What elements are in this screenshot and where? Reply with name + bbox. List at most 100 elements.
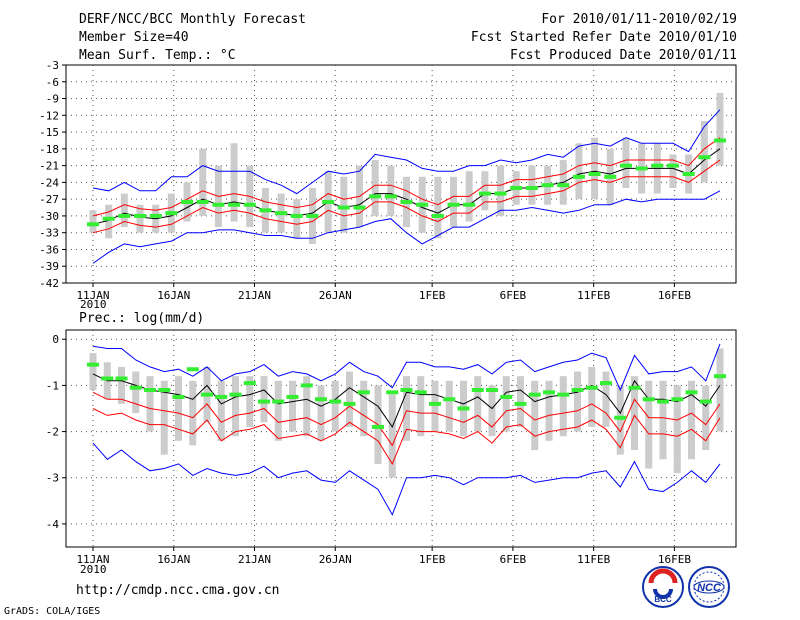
prec-member-range-box <box>189 380 197 446</box>
temp-plot-area <box>87 92 726 264</box>
temp-member-range-box <box>434 176 442 239</box>
temp-member-range-box <box>716 92 724 166</box>
temp-observed-mark <box>134 213 147 218</box>
temp-member-range-box <box>199 148 207 216</box>
prec-x-tick-label: 1FEB <box>419 553 446 566</box>
source-url: http://cmdp.ncc.cma.gov.cn <box>76 583 280 598</box>
prec-observed-mark <box>443 397 456 402</box>
prec-plot-area <box>87 343 726 516</box>
temp-member-range-box <box>450 176 458 228</box>
prec-observed-mark <box>685 390 698 395</box>
prec-member-range-box <box>631 376 638 451</box>
prec-observed-mark <box>528 392 541 397</box>
temp-observed-mark <box>463 202 476 207</box>
temp-year-label: 2010 <box>80 298 107 311</box>
ncc-logo: NCC <box>688 566 730 608</box>
prec-x-tick-label: 11FEB <box>577 553 610 566</box>
temp-observed-mark <box>337 205 350 210</box>
temp-observed-mark <box>619 163 632 168</box>
temp-member-range-box <box>700 120 708 183</box>
temp-y-tick-label: -36 <box>39 243 59 256</box>
temp-observed-mark <box>431 213 444 218</box>
temp-member-range-box <box>497 165 505 216</box>
prec-observed-mark <box>414 390 427 395</box>
prec-observed-mark <box>201 392 213 397</box>
prec-observed-mark <box>457 406 470 411</box>
prec-member-range-box <box>132 371 140 414</box>
started-refer-date-label: Fcst Started Refer Date 2010/01/10 <box>470 30 737 45</box>
temp-member-range-box <box>89 210 97 233</box>
prec-observed-mark <box>571 388 584 393</box>
temp-y-tick-label: -15 <box>39 126 59 139</box>
prec-observed-mark <box>642 397 655 402</box>
temp-y-tick-label: -24 <box>39 176 59 189</box>
prec-observed-mark <box>300 383 313 388</box>
temp-observed-mark <box>447 202 460 207</box>
temp-observed-mark <box>572 174 585 179</box>
prec-member-range-box <box>146 376 154 432</box>
prec-member-range-box <box>488 385 496 437</box>
precip-year-label: 2010 <box>80 563 107 576</box>
prec-observed-mark <box>657 399 669 404</box>
temp-observed-mark <box>588 172 601 176</box>
prec-member-range-box <box>160 380 168 455</box>
temp-observed-mark <box>353 205 366 210</box>
temp-member-range-box <box>371 160 379 216</box>
prec-observed-mark <box>115 376 128 381</box>
prec-member-range-box <box>659 380 667 460</box>
prec-member-range-box <box>403 376 410 441</box>
prec-member-range-box <box>360 380 368 437</box>
temp-member-range-box <box>481 171 489 211</box>
prec-observed-mark <box>372 424 384 429</box>
temp-observed-mark <box>306 213 319 218</box>
precipitation-panel: 0 -1 -2 -3 -4 11JAN 16JAN 21JAN 26JAN 1FEB 6FEB 11F… <box>46 329 737 566</box>
prec-line-ensemble-min <box>92 442 721 516</box>
temp-y-tick-label: -33 <box>39 227 59 240</box>
prec-line-lower-spread <box>92 408 721 465</box>
temp-line-lower-spread <box>92 159 721 234</box>
prec-x-tick-label: 6FEB <box>500 553 527 566</box>
temp-observed-mark <box>510 185 523 190</box>
prec-observed-mark <box>714 374 726 379</box>
variable-label: Mean Surf. Temp.: °C <box>79 48 236 63</box>
temp-observed-mark <box>118 213 131 218</box>
temp-y-tick-label: -21 <box>39 160 59 173</box>
prec-member-range-box <box>303 376 311 437</box>
prec-observed-mark <box>144 388 156 393</box>
prec-member-range-box <box>645 380 653 469</box>
temp-observed-mark <box>165 211 178 216</box>
prec-y-tick-label: -1 <box>46 379 59 392</box>
prec-member-range-box <box>616 385 624 455</box>
grads-credit: GrADS: COLA/IGES <box>4 606 101 617</box>
prec-member-range-box <box>431 380 439 432</box>
temp-member-range-box <box>591 137 599 200</box>
prec-observed-mark <box>243 381 256 386</box>
temp-observed-mark <box>651 163 664 168</box>
temp-y-tick-label: -18 <box>39 143 59 156</box>
temp-observed-mark <box>149 213 162 218</box>
precip-panel-title: Prec.: log(mm/d) <box>79 311 205 326</box>
temp-observed-mark <box>196 199 209 204</box>
temp-observed-mark <box>369 194 382 199</box>
temp-observed-mark <box>400 199 413 204</box>
prec-member-range-box <box>474 376 482 432</box>
prec-member-range-box <box>118 366 125 404</box>
prec-line-ensemble-mean <box>92 373 721 429</box>
prec-y-tick-label: -2 <box>46 426 59 439</box>
temp-x-tick-label: 11FEB <box>577 289 610 302</box>
temp-x-tick-label: 16JAN <box>157 289 190 302</box>
temp-member-range-box <box>622 137 630 188</box>
temp-member-range-box <box>340 176 348 233</box>
prec-member-range-box <box>217 380 225 441</box>
temp-x-tick-label: 11JAN <box>76 289 109 302</box>
temp-member-range-box <box>669 154 677 188</box>
prec-observed-mark <box>614 415 627 420</box>
prec-observed-mark <box>400 388 413 393</box>
temp-observed-mark <box>290 213 303 218</box>
temp-observed-mark <box>416 202 429 207</box>
prec-x-tick-label: 11JAN <box>76 553 109 566</box>
prec-member-range-box <box>716 348 724 432</box>
prec-member-range-box <box>89 353 97 391</box>
temp-observed-mark <box>557 183 570 188</box>
